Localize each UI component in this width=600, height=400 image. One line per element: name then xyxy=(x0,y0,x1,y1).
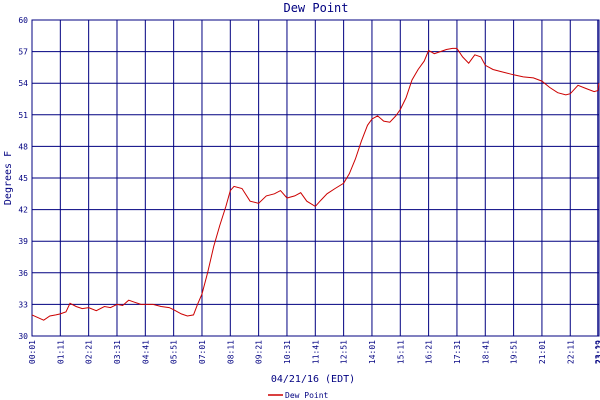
x-tick-label: 07:01 xyxy=(198,340,207,364)
y-tick-label: 36 xyxy=(18,269,28,278)
x-tick-label: 11:41 xyxy=(311,340,320,364)
x-tick-label: 02:21 xyxy=(85,340,94,364)
y-tick-label: 42 xyxy=(18,206,28,215)
x-tick-label: 18:41 xyxy=(481,340,490,364)
x-tick-label: 00:01 xyxy=(28,340,37,364)
x-tick-label: 23:19 xyxy=(594,340,600,364)
x-tick-label: 10:31 xyxy=(283,340,292,364)
y-axis-ticks: 30 33 36 39 42 45 48 51 54 57 60 xyxy=(18,16,28,341)
y-tick-label: 33 xyxy=(18,300,28,309)
y-tick-label: 48 xyxy=(18,142,28,151)
y-tick-label: 57 xyxy=(18,48,28,57)
x-axis-ticks: 00:01 01:11 02:21 03:31 04:41 05:51 07:01 08:11… xyxy=(28,340,600,364)
x-tick-label: 15:11 xyxy=(396,340,405,364)
series-line-dew-point xyxy=(31,47,600,321)
grid xyxy=(31,19,600,337)
x-tick-label: 04:41 xyxy=(141,340,150,364)
plot-frame xyxy=(31,19,600,337)
x-tick-label: 23:22 xyxy=(595,340,600,364)
x-tick-label: 16:21 xyxy=(425,340,434,364)
chart-title: Dew Point xyxy=(283,1,348,15)
x-tick-label: 08:11 xyxy=(226,340,235,364)
x-tick-label: 19:51 xyxy=(510,340,519,364)
x-tick-label: 03:31 xyxy=(113,340,122,364)
x-tick-label: 21:01 xyxy=(538,340,547,364)
y-tick-label: 39 xyxy=(18,237,28,246)
y-tick-label: 54 xyxy=(18,79,28,88)
x-axis-label: 04/21/16 (EDT) xyxy=(271,374,355,385)
x-tick-label: 17:31 xyxy=(453,340,462,364)
x-tick-label: 14:01 xyxy=(368,340,377,364)
legend-label: Dew Point xyxy=(285,391,329,400)
y-tick-label: 45 xyxy=(18,174,28,183)
x-tick-label: 22:11 xyxy=(566,340,575,364)
y-axis-label: Degrees F xyxy=(3,151,14,205)
x-tick-label: 12:51 xyxy=(340,340,349,364)
y-tick-label: 30 xyxy=(18,332,28,341)
x-tick-label: 05:51 xyxy=(170,340,179,364)
x-tick-label: 09:21 xyxy=(255,340,264,364)
x-tick-label: 01:11 xyxy=(56,340,65,364)
y-tick-label: 60 xyxy=(18,16,28,25)
y-tick-label: 51 xyxy=(18,111,28,120)
